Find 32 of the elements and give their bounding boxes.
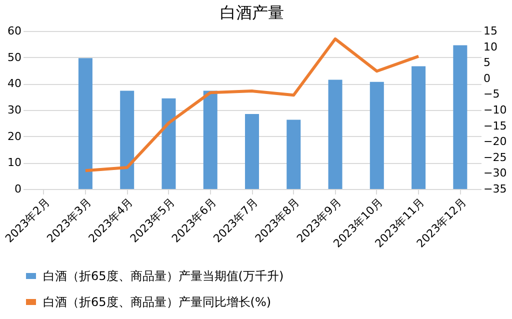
bar bbox=[120, 90, 134, 189]
y-tick-label: 30 bbox=[8, 104, 22, 116]
y-tick-label: 20 bbox=[8, 130, 22, 143]
y2-tick-label: −25 bbox=[484, 150, 507, 164]
y2-tick-label: −20 bbox=[484, 135, 507, 148]
y2-tick-label: −10 bbox=[484, 104, 507, 116]
line-series bbox=[84, 37, 420, 172]
y-tick-label: 60 bbox=[8, 24, 22, 38]
legend-label: 白酒（折65度、商品量）产量同比增长(%) bbox=[43, 295, 272, 309]
bar bbox=[412, 66, 426, 189]
bar bbox=[328, 80, 342, 189]
y2-tick-label: 0 bbox=[484, 72, 490, 85]
y2-tick-label: 10 bbox=[484, 40, 498, 54]
y2-tick-label: 15 bbox=[484, 24, 498, 38]
bar bbox=[78, 58, 92, 189]
bar bbox=[453, 45, 468, 189]
bar bbox=[370, 82, 384, 189]
bar bbox=[286, 120, 301, 189]
bar bbox=[245, 114, 259, 189]
y-tick-label: 0 bbox=[14, 182, 22, 196]
y-tick-label: 40 bbox=[8, 77, 22, 90]
y2-tick-label: −30 bbox=[484, 166, 507, 180]
bar bbox=[162, 98, 176, 189]
legend-label: 白酒（折65度、商品量）产量当期值(万千升) bbox=[43, 269, 284, 283]
y-tick-label: 50 bbox=[8, 50, 22, 64]
chart-title: 白酒产量 bbox=[220, 3, 284, 22]
y2-tick-label: −35 bbox=[484, 182, 507, 196]
y-tick-label: 10 bbox=[8, 156, 22, 170]
y2-tick-label: −15 bbox=[484, 119, 507, 132]
y2-tick-label: 5 bbox=[484, 56, 490, 70]
bar bbox=[203, 90, 218, 189]
y2-tick-label: −5 bbox=[484, 88, 500, 101]
